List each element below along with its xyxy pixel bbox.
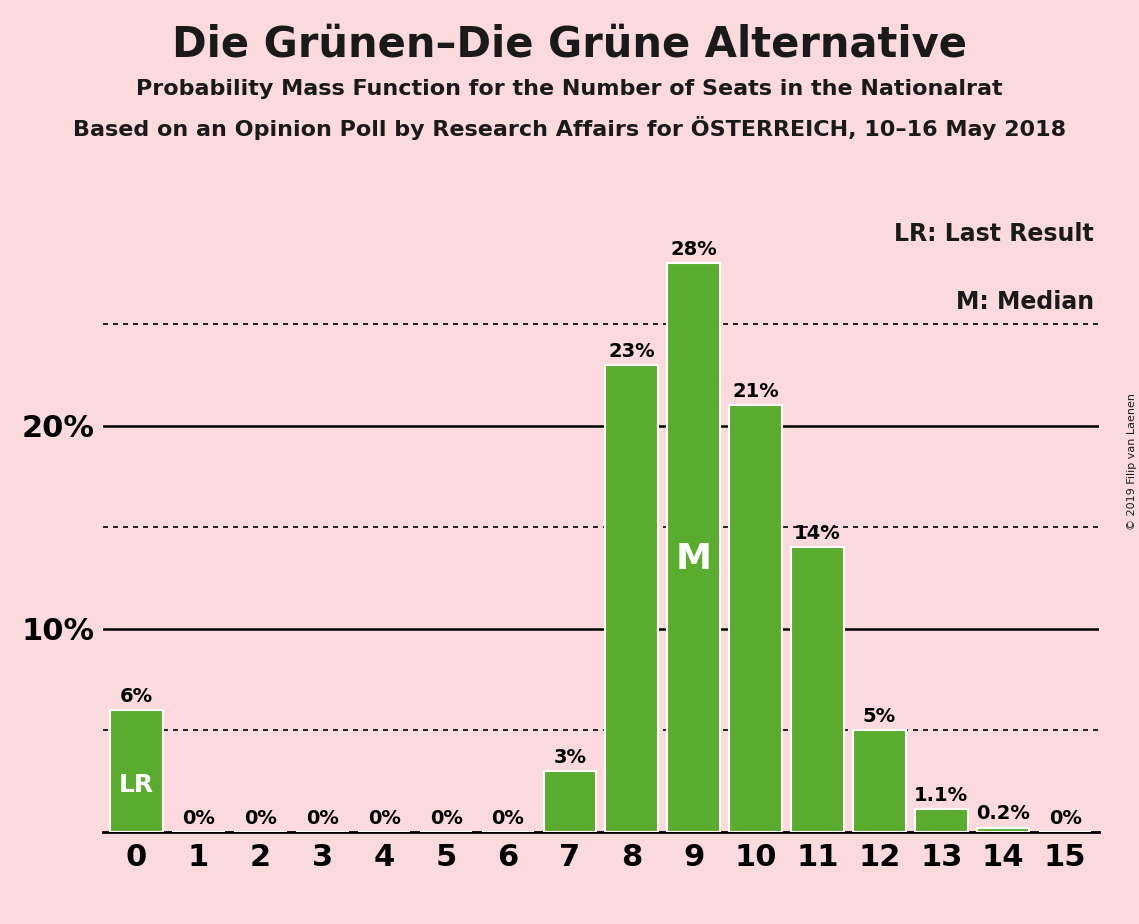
Text: Probability Mass Function for the Number of Seats in the Nationalrat: Probability Mass Function for the Number… xyxy=(137,79,1002,99)
Text: 0%: 0% xyxy=(429,808,462,828)
Text: 3%: 3% xyxy=(554,748,587,767)
Text: 0%: 0% xyxy=(1049,808,1082,828)
Bar xyxy=(667,263,720,832)
Bar xyxy=(110,710,163,832)
Text: 1.1%: 1.1% xyxy=(915,786,968,805)
Text: 0.2%: 0.2% xyxy=(976,805,1030,823)
Bar xyxy=(853,730,906,832)
Text: Die Grünen–Die Grüne Alternative: Die Grünen–Die Grüne Alternative xyxy=(172,23,967,65)
Text: 6%: 6% xyxy=(120,687,153,706)
Bar xyxy=(977,828,1030,832)
Bar xyxy=(606,365,658,832)
Text: Based on an Opinion Poll by Research Affairs for ÖSTERREICH, 10–16 May 2018: Based on an Opinion Poll by Research Aff… xyxy=(73,116,1066,140)
Text: 28%: 28% xyxy=(670,240,718,260)
Text: LR: Last Result: LR: Last Result xyxy=(894,222,1095,246)
Text: M: Median: M: Median xyxy=(956,290,1095,314)
Text: 0%: 0% xyxy=(492,808,524,828)
Text: © 2019 Filip van Laenen: © 2019 Filip van Laenen xyxy=(1126,394,1137,530)
Bar xyxy=(792,547,844,832)
Text: 0%: 0% xyxy=(244,808,277,828)
Text: 14%: 14% xyxy=(794,525,841,543)
Text: LR: LR xyxy=(118,773,154,797)
Text: 0%: 0% xyxy=(368,808,401,828)
Bar xyxy=(543,771,596,832)
Text: M: M xyxy=(675,541,712,576)
Text: 0%: 0% xyxy=(182,808,215,828)
Text: 5%: 5% xyxy=(863,707,896,726)
Text: 23%: 23% xyxy=(608,342,655,360)
Bar xyxy=(729,406,781,832)
Bar xyxy=(915,809,968,832)
Text: 21%: 21% xyxy=(732,383,779,401)
Text: 0%: 0% xyxy=(306,808,338,828)
